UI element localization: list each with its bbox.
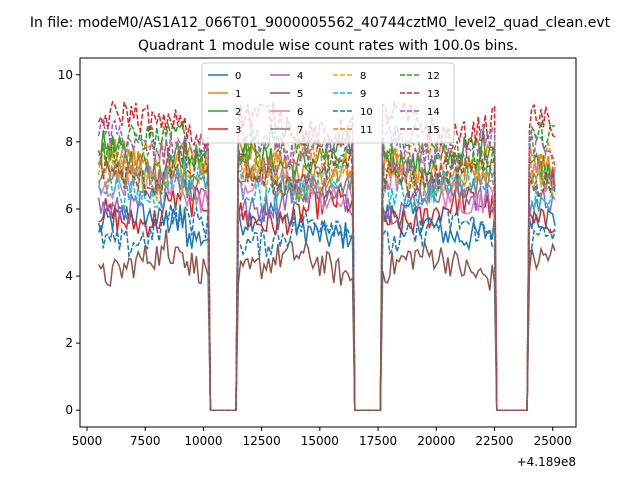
- legend-label-14: 14: [427, 107, 440, 118]
- chart-title: Quadrant 1 module wise count rates with …: [138, 38, 518, 54]
- x-tick-label: 10000: [184, 434, 222, 448]
- legend-frame: [201, 62, 455, 144]
- legend-label-6: 6: [297, 107, 303, 118]
- y-tick-label: 4: [65, 269, 73, 283]
- legend-label-7: 7: [297, 125, 303, 136]
- legend-label-4: 4: [297, 71, 303, 82]
- x-tick-label: 15000: [301, 434, 339, 448]
- legend-label-11: 11: [360, 125, 373, 136]
- y-tick-label: 2: [65, 336, 73, 350]
- x-offset-label: +4.189e8: [517, 455, 576, 469]
- series-line-15: [97, 142, 556, 411]
- series-line-14: [97, 118, 556, 411]
- legend-label-9: 9: [360, 89, 366, 100]
- x-tick-label: 22500: [475, 434, 513, 448]
- series-line-6: [97, 162, 556, 411]
- series-line-0: [97, 198, 556, 411]
- series-line-10: [97, 202, 556, 411]
- legend-label-15: 15: [427, 125, 440, 136]
- legend-label-1: 1: [235, 89, 241, 100]
- figure-suptitle: In file: modeM0/AS1A12_066T01_9000005562…: [30, 15, 611, 31]
- legend-label-3: 3: [235, 125, 241, 136]
- x-tick-label: 7500: [130, 434, 161, 448]
- legend-label-2: 2: [235, 107, 241, 118]
- legend-label-13: 13: [427, 89, 440, 100]
- legend-label-12: 12: [427, 71, 440, 82]
- y-axis: 0 2 4 6 8 10: [58, 68, 80, 417]
- legend-label-8: 8: [360, 71, 366, 82]
- x-tick-label: 20000: [417, 434, 455, 448]
- plot-area: [97, 99, 556, 411]
- y-tick-label: 6: [65, 202, 73, 216]
- axes-frame: [79, 57, 577, 428]
- y-tick-label: 0: [65, 403, 73, 417]
- x-tick-label: 17500: [359, 434, 397, 448]
- y-tick-label: 10: [58, 68, 73, 82]
- series-line-5: [97, 229, 556, 411]
- x-axis: 5000 7500 10000 12500 15000 17500 20000 22500 25…: [72, 427, 572, 448]
- series-line-9: [97, 155, 556, 411]
- x-tick-label: 12500: [243, 434, 281, 448]
- y-tick-label: 8: [65, 135, 73, 149]
- x-tick-label: 25000: [534, 434, 572, 448]
- legend-label-0: 0: [235, 71, 241, 82]
- legend-label-5: 5: [297, 89, 303, 100]
- x-tick-label: 5000: [72, 434, 103, 448]
- legend-label-10: 10: [360, 107, 373, 118]
